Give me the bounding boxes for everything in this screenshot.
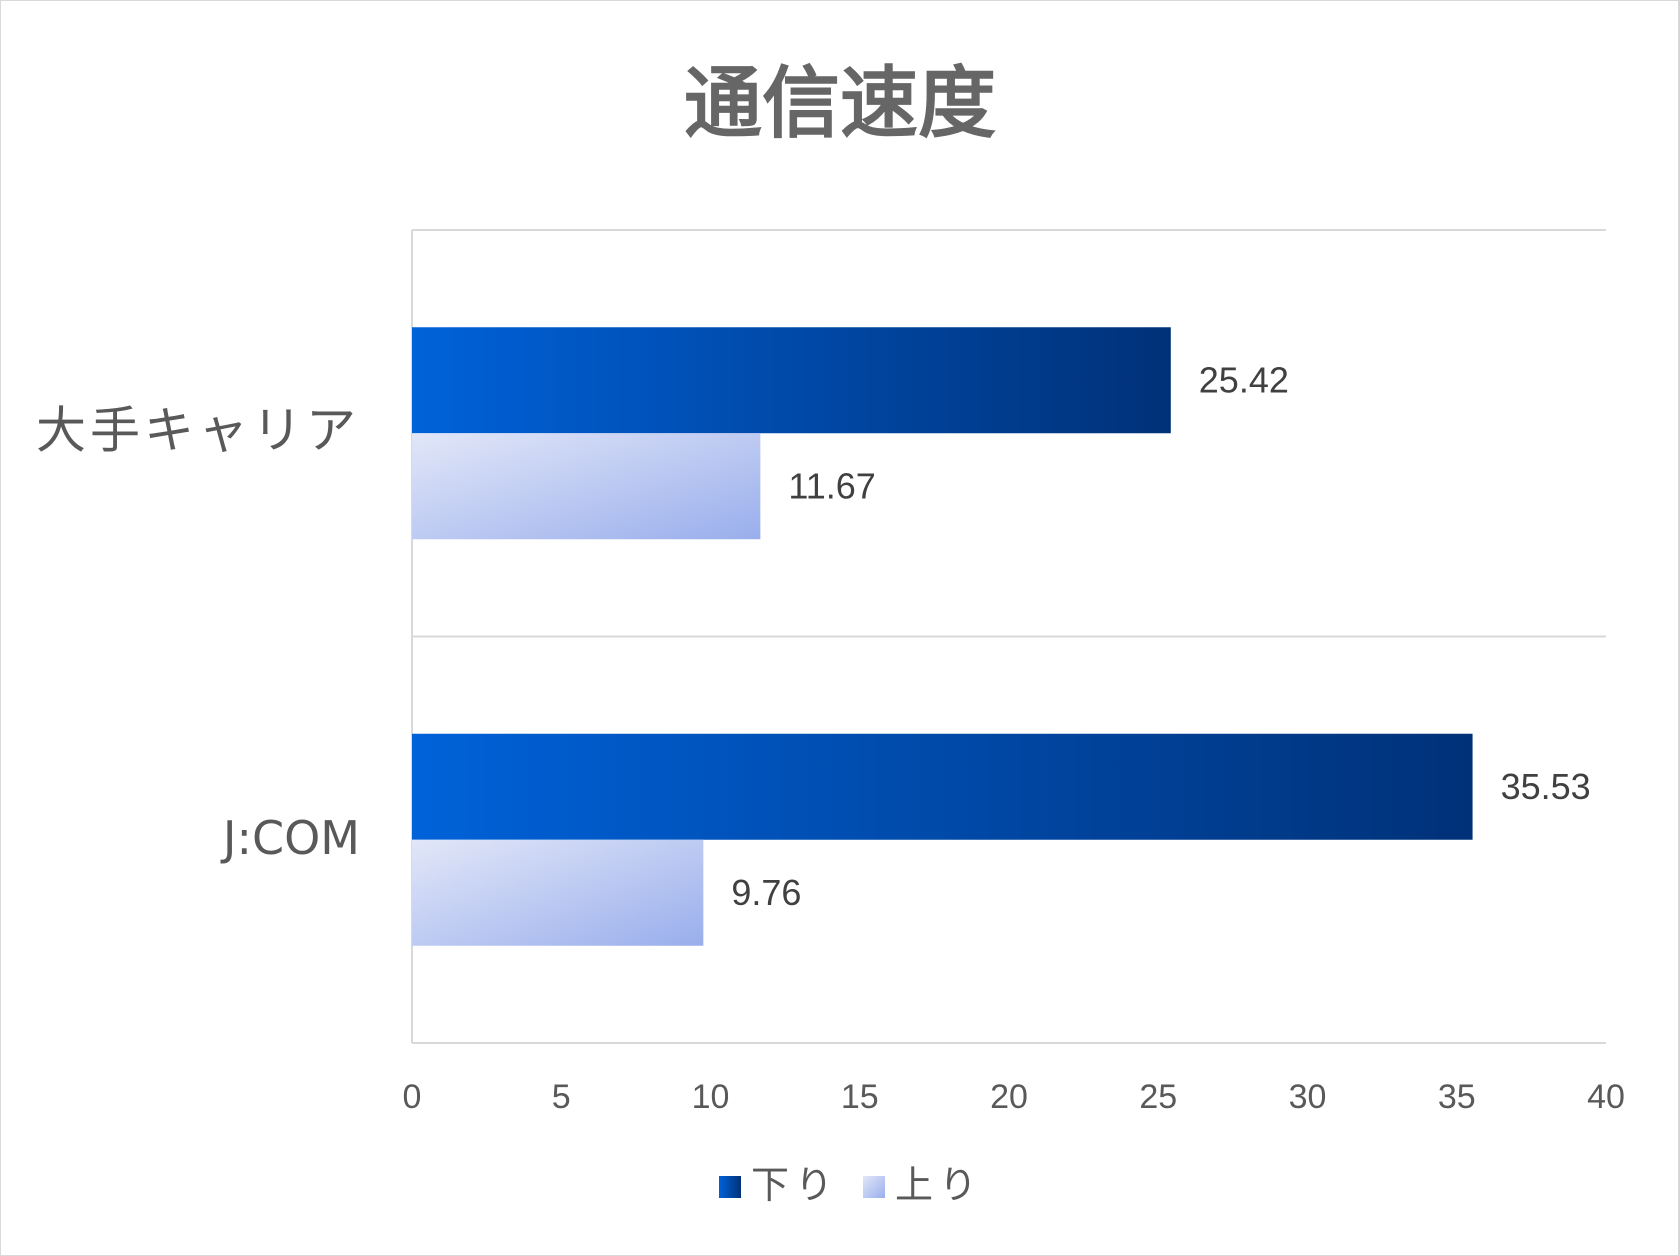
- x-tick-label: 0: [403, 1078, 422, 1116]
- legend-swatch: [863, 1176, 885, 1198]
- bar-down: [412, 327, 1171, 434]
- legend-label: 下り: [751, 1163, 839, 1207]
- legend-swatch: [719, 1176, 741, 1198]
- x-tick-label: 35: [1438, 1078, 1476, 1116]
- category-label: 大手キャリア: [36, 401, 360, 459]
- bar-up: [412, 839, 704, 946]
- data-label: 11.67: [788, 465, 875, 506]
- x-tick-label: 5: [552, 1078, 571, 1116]
- legend-label: 上り: [895, 1163, 983, 1207]
- gridlines: [411, 229, 1606, 1044]
- legend: 下り 上り: [719, 1163, 983, 1207]
- category-label: J:COM: [220, 811, 360, 865]
- x-tick-label: 20: [990, 1078, 1028, 1116]
- data-label: 35.53: [1501, 766, 1591, 807]
- data-labels: 25.42 11.67 35.53 9.76: [731, 359, 1590, 913]
- x-tick-label: 15: [841, 1078, 879, 1116]
- chart-title: 通信速度: [684, 59, 996, 149]
- bars: [412, 327, 1473, 946]
- bar-up: [412, 433, 761, 540]
- x-tick-labels: 0 5 10 15 20 25 30 35 40: [403, 1078, 1625, 1116]
- x-tick-label: 25: [1139, 1078, 1177, 1116]
- x-tick-label: 10: [692, 1078, 730, 1116]
- category-labels: 大手キャリア J:COM: [36, 401, 360, 865]
- data-label: 25.42: [1199, 359, 1289, 400]
- bar-down: [412, 733, 1473, 840]
- data-label: 9.76: [731, 872, 801, 913]
- x-tick-label: 30: [1289, 1078, 1327, 1116]
- x-tick-label: 40: [1587, 1078, 1625, 1116]
